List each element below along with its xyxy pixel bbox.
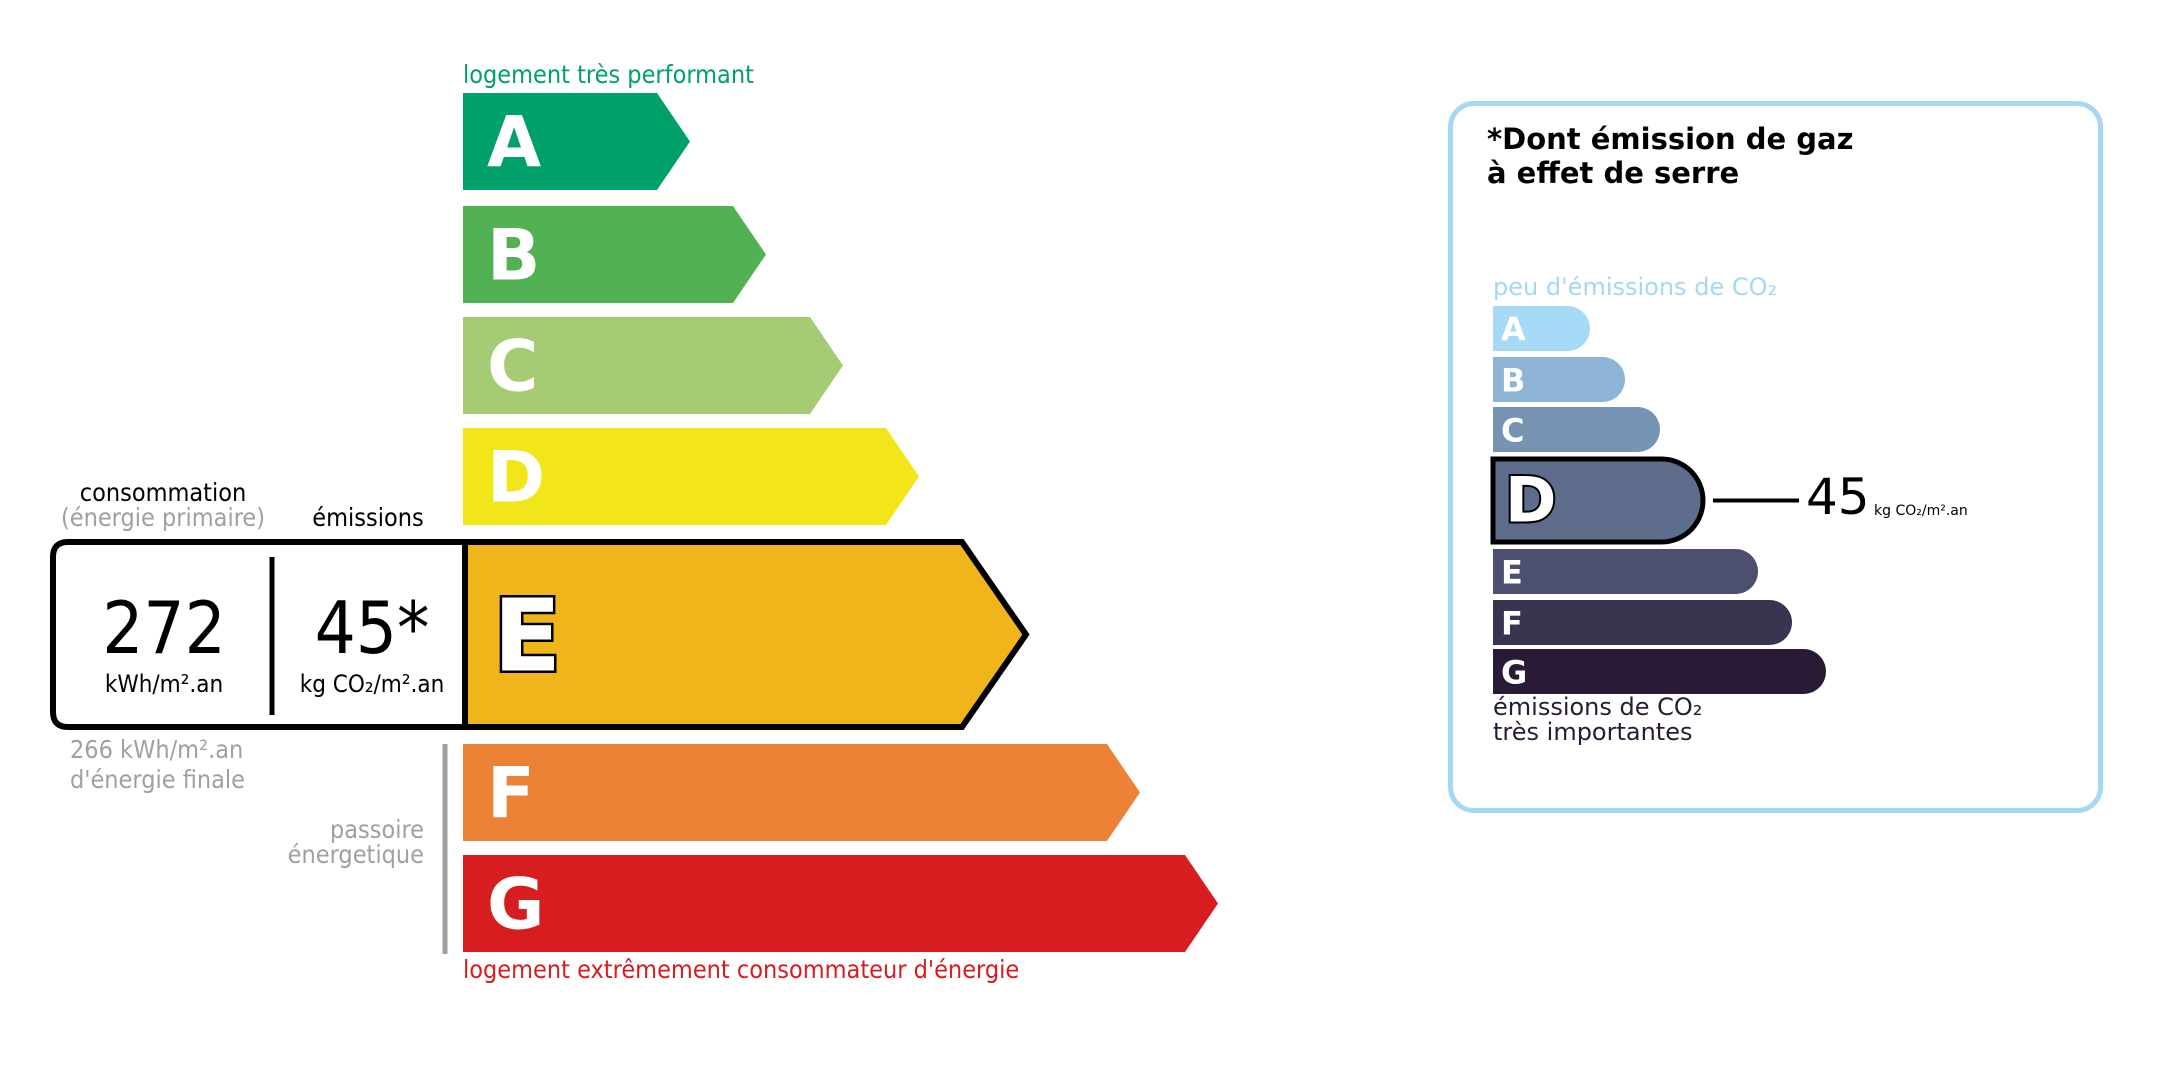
consumption-sub-label: (énergie primaire) bbox=[60, 503, 266, 532]
ges-value: 45 bbox=[1806, 468, 1870, 526]
energy-class-g-bar bbox=[463, 855, 1218, 952]
ges-top-label: peu d'émissions de CO₂ bbox=[1493, 273, 1778, 301]
ges-panel bbox=[1448, 101, 2103, 813]
energy-class-a-bar bbox=[463, 93, 690, 190]
ges-class-g-letter: G bbox=[1501, 654, 1527, 692]
final-energy-value: 266 kWh/m².an bbox=[70, 735, 244, 764]
ges-class-d-letter: D bbox=[1505, 464, 1556, 537]
energy-bottom-label: logement extrêmement consommateur d'éner… bbox=[463, 955, 1020, 984]
final-energy-label: d'énergie finale bbox=[70, 765, 246, 794]
ges-bottom-label-1: émissions de CO₂ bbox=[1493, 693, 1703, 721]
ges-class-c-letter: C bbox=[1501, 412, 1524, 450]
energy-value-box bbox=[50, 539, 468, 730]
emissions-value: 45* bbox=[314, 586, 430, 670]
passoire-label-2: énergetique bbox=[287, 840, 424, 869]
energy-class-a-letter: A bbox=[487, 102, 541, 184]
energy-class-e-letter: E bbox=[493, 578, 561, 695]
energy-class-f-bar bbox=[463, 744, 1140, 841]
passoire-label-1: passoire bbox=[329, 815, 424, 844]
ges-class-f-letter: F bbox=[1501, 605, 1523, 643]
ges-title: *Dont émission de gaz à effet de serre bbox=[1487, 122, 1853, 190]
energy-class-d-bar bbox=[463, 428, 919, 525]
energy-class-d-letter: D bbox=[487, 437, 545, 519]
energy-class-c-bar bbox=[463, 317, 843, 414]
energy-class-g-letter: G bbox=[487, 864, 544, 946]
ges-class-a-letter: A bbox=[1501, 311, 1526, 349]
consumption-unit: kWh/m².an bbox=[104, 670, 224, 698]
ges-class-e-letter: E bbox=[1501, 554, 1523, 592]
ges-class-f-bar bbox=[1493, 600, 1793, 645]
energy-top-label: logement très performant bbox=[463, 60, 754, 89]
ges-bottom-label-2: très importantes bbox=[1493, 718, 1693, 746]
emissions-unit: kg CO₂/m².an bbox=[299, 670, 445, 698]
ges-class-g-bar bbox=[1493, 649, 1826, 694]
energy-class-f-letter: F bbox=[487, 753, 535, 835]
energy-class-b-letter: B bbox=[487, 215, 540, 297]
consumption-value: 272 bbox=[102, 586, 226, 670]
energy-class-c-letter: C bbox=[487, 326, 538, 408]
ges-bottom-label: émissions de CO₂ très importantes bbox=[1493, 695, 1702, 745]
emissions-label: émissions bbox=[312, 503, 424, 532]
consumption-label: consommation bbox=[79, 478, 247, 507]
ges-class-c-bar bbox=[1493, 407, 1660, 452]
ges-title-line-2: à effet de serre bbox=[1487, 156, 1740, 190]
ges-class-e-bar bbox=[1493, 549, 1759, 594]
ges-class-d-bar bbox=[1490, 456, 1706, 545]
ges-unit: kg CO₂/m².an bbox=[1874, 503, 1968, 519]
ges-class-a-bar bbox=[1493, 306, 1591, 351]
ges-class-b-bar bbox=[1493, 357, 1625, 402]
ges-title-line-1: *Dont émission de gaz bbox=[1487, 122, 1854, 156]
energy-class-b-bar bbox=[463, 206, 766, 303]
ges-class-b-letter: B bbox=[1501, 362, 1525, 400]
